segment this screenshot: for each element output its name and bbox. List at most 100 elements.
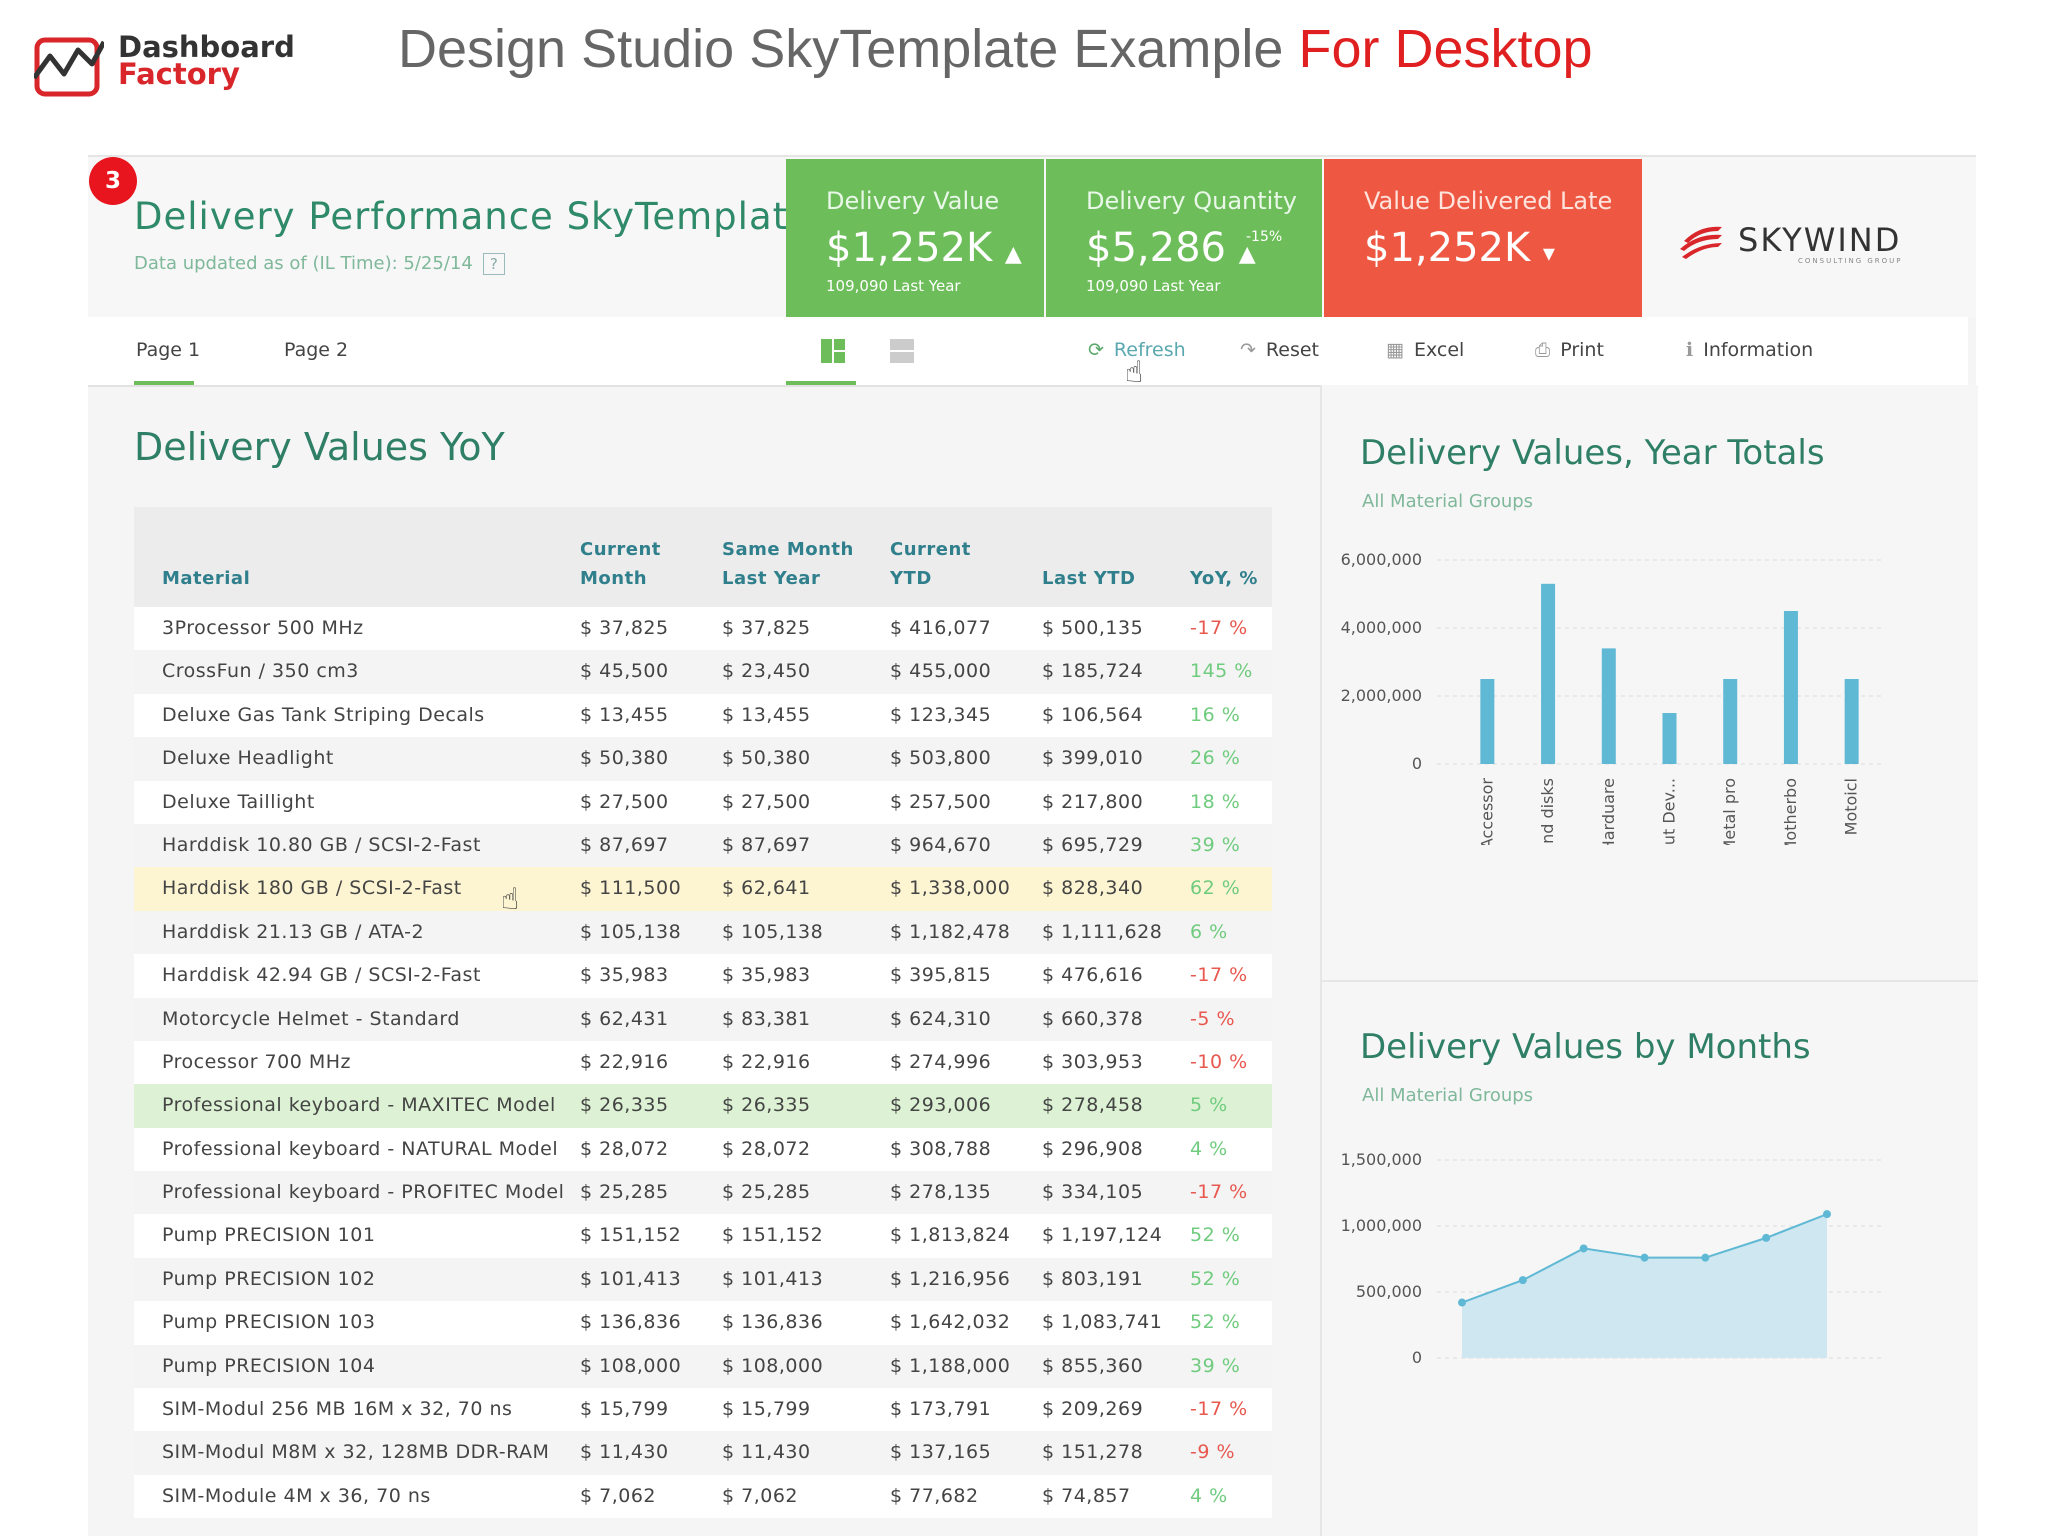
cell-yoy: 5 %	[1190, 1094, 1228, 1117]
cell-current-ytd: $ 503,800	[890, 747, 992, 770]
table-row[interactable]: Harddisk 21.13 GB / ATA-2 $ 105,138 $ 105,…	[134, 910, 1272, 955]
cell-current-ytd: $ 123,345	[890, 703, 992, 726]
table-row[interactable]: Pump PRECISION 102 $ 101,413 $ 101,413 $ 1,…	[134, 1257, 1272, 1302]
table-row[interactable]: Professional keyboard - PROFITEC Model $ …	[134, 1171, 1272, 1215]
information-button[interactable]: ℹ Information	[1686, 339, 1813, 361]
cell-current-month: $ 15,799	[580, 1398, 669, 1421]
table-row[interactable]: Deluxe Headlight $ 50,380 $ 50,380 $ 503,80…	[134, 737, 1272, 781]
brand-name: Dashboard Factory	[118, 33, 295, 89]
single-layout-icon[interactable]	[890, 339, 914, 363]
table-row[interactable]: Deluxe Gas Tank Striping Decals $ 13,455 $…	[134, 693, 1272, 738]
table-row[interactable]: Deluxe Taillight $ 27,500 $ 27,500 $ 257,50…	[134, 780, 1272, 824]
kpi-subtext: 109,090 Last Year	[1086, 277, 1221, 295]
col-current-month[interactable]: Current Month	[580, 535, 661, 593]
cell-yoy: 4 %	[1190, 1484, 1228, 1507]
excel-button[interactable]: ▦ Excel	[1386, 339, 1464, 361]
delivery-values-table: Material Current Month Same Month Last Y…	[134, 507, 1272, 1519]
cell-yoy: 39 %	[1190, 1354, 1241, 1377]
by-months-area-chart: 1,500,000 1,000,000 500,000 0	[1341, 1150, 1882, 1367]
kpi-value: $1,252K ▲	[826, 225, 1022, 271]
cell-last-ytd: $ 500,135	[1042, 617, 1144, 639]
col-same-month-line2: Last Year	[722, 568, 821, 589]
cell-current-month: $ 11,430	[580, 1441, 669, 1464]
cell-material: Pump PRECISION 102	[162, 1267, 376, 1290]
cell-same-month: $ 11,430	[722, 1441, 811, 1464]
reset-button[interactable]: ↷ Reset	[1240, 339, 1319, 361]
table-row[interactable]: Professional keyboard - NATURAL Model $ 2…	[134, 1127, 1272, 1172]
cell-yoy: 16 %	[1190, 703, 1241, 726]
table-row[interactable]: Motorcycle Helmet - Standard $ 62,431 $ 83…	[134, 997, 1272, 1041]
grid-layout-icon[interactable]	[821, 339, 845, 363]
table-row[interactable]: SIM-Modul M8M x 32, 128MB DDR-RAM $ 11,43…	[134, 1431, 1272, 1475]
kpi-value-text: $1,252K	[1364, 225, 1531, 271]
bar	[1662, 713, 1677, 764]
table-row[interactable]: CrossFun / 350 cm3 $ 45,500 $ 23,450 $ 455,…	[134, 650, 1272, 694]
cell-same-month: $ 83,381	[722, 1007, 811, 1030]
table-row[interactable]: Harddisk 10.80 GB / SCSI-2-Fast $ 87,697 $…	[134, 823, 1272, 868]
x-tick-label: Harduare	[1599, 778, 1618, 845]
kpi-label: Delivery Value	[826, 187, 1000, 215]
bar	[1601, 648, 1616, 764]
table-row[interactable]: Pump PRECISION 103 $ 136,836 $ 136,836 $ 1,…	[134, 1301, 1272, 1345]
cell-last-ytd: $ 296,908	[1042, 1137, 1144, 1160]
year-totals-title: Delivery Values, Year Totals	[1360, 433, 1825, 473]
data-updated-label: Data updated as of (IL Time): 5/25/14	[134, 253, 473, 274]
y-tick-label: 1,000,000	[1341, 1216, 1422, 1235]
col-same-month-last-year[interactable]: Same Month Last Year	[722, 535, 854, 593]
cell-last-ytd: $ 803,191	[1042, 1267, 1144, 1290]
x-tick-label: Accessor	[1477, 778, 1496, 845]
skywind-logo-subtext: CONSULTING GROUP	[1798, 257, 1903, 265]
y-tick-label: 2,000,000	[1341, 686, 1422, 705]
x-tick-label: Metal pro	[1720, 778, 1739, 845]
cell-same-month: $ 23,450	[722, 660, 811, 683]
table-row[interactable]: SIM-Module 4M x 36, 70 ns $ 7,062 $ 7,062 $…	[134, 1474, 1272, 1519]
col-current-ytd[interactable]: Current YTD	[890, 535, 971, 593]
table-row[interactable]: Pump PRECISION 104 $ 108,000 $ 108,000 $ 1,…	[134, 1344, 1272, 1389]
hand-cursor-icon: ☝	[501, 882, 520, 917]
x-tick-label: Motoicl	[1842, 778, 1861, 835]
col-material[interactable]: Material	[162, 568, 251, 589]
page-heading-accent: For Desktop	[1298, 19, 1593, 79]
table-row[interactable]: Processor 700 MHz $ 22,916 $ 22,916 $ 274,9…	[134, 1040, 1272, 1085]
tab-page-2[interactable]: Page 2	[284, 339, 349, 361]
col-current-month-line1: Current	[580, 539, 661, 560]
cell-same-month: $ 151,152	[722, 1224, 824, 1247]
tab-page-1[interactable]: Page 1	[136, 339, 201, 361]
print-button[interactable]: ⎙ Print	[1535, 339, 1604, 361]
cell-material: Processor 700 MHz	[162, 1050, 352, 1073]
cell-material: Professional keyboard - NATURAL Model	[162, 1137, 559, 1160]
kpi-delivery-quantity[interactable]: Delivery Quantity $5,286 ▲ -15% 109,090 …	[1046, 159, 1322, 317]
kpi-value-delivered-late[interactable]: Value Delivered Late $1,252K ▾	[1324, 159, 1642, 317]
cell-current-month: $ 25,285	[580, 1181, 669, 1204]
cell-last-ytd: $ 151,278	[1042, 1441, 1144, 1464]
refresh-button[interactable]: ⟳ Refresh	[1088, 339, 1186, 361]
by-months-subtitle: All Material Groups	[1362, 1085, 1534, 1106]
table-row[interactable]: Harddisk 180 GB / SCSI-2-Fast $ 111,500 $ …	[134, 867, 1272, 911]
cell-current-ytd: $ 416,077	[890, 617, 992, 639]
col-last-ytd[interactable]: Last YTD	[1042, 568, 1136, 589]
kpi-value: $1,252K ▾	[1364, 225, 1555, 271]
cell-material: Deluxe Taillight	[162, 790, 315, 813]
table-row[interactable]: 3Processor 500 MHz $ 37,825 $ 37,825 $ 416,…	[134, 607, 1272, 651]
bar	[1783, 611, 1798, 764]
cell-current-month: $ 111,500	[580, 877, 682, 900]
cell-same-month: $ 7,062	[722, 1484, 799, 1507]
table-row[interactable]: Pump PRECISION 101 $ 151,152 $ 151,152 $ 1,…	[134, 1214, 1272, 1258]
col-current-ytd-line1: Current	[890, 539, 971, 560]
table-row[interactable]: Professional keyboard - MAXITEC Model $ 2…	[134, 1084, 1272, 1128]
cell-current-ytd: $ 278,135	[890, 1181, 992, 1204]
cell-current-ytd: $ 395,815	[890, 964, 992, 987]
cell-same-month: $ 25,285	[722, 1181, 811, 1204]
cell-yoy: -5 %	[1190, 1007, 1236, 1030]
kpi-delivery-value[interactable]: Delivery Value $1,252K ▲ 109,090 Last Ye…	[786, 159, 1044, 317]
cell-material: Harddisk 10.80 GB / SCSI-2-Fast	[162, 833, 481, 856]
charts-panel: Delivery Values, Year Totals All Materia…	[1320, 385, 1978, 1536]
print-label: Print	[1560, 339, 1604, 361]
col-yoy[interactable]: YoY, %	[1190, 568, 1258, 589]
cell-last-ytd: $ 695,729	[1042, 833, 1144, 856]
page-heading-main: Design Studio SkyTemplate Example	[398, 19, 1284, 79]
cell-same-month: $ 37,825	[722, 617, 811, 639]
table-row[interactable]: SIM-Modul 256 MB 16M x 32, 70 ns $ 15,799…	[134, 1388, 1272, 1432]
help-icon[interactable]: ?	[482, 253, 505, 275]
table-row[interactable]: Harddisk 42.94 GB / SCSI-2-Fast $ 35,983 $…	[134, 954, 1272, 998]
